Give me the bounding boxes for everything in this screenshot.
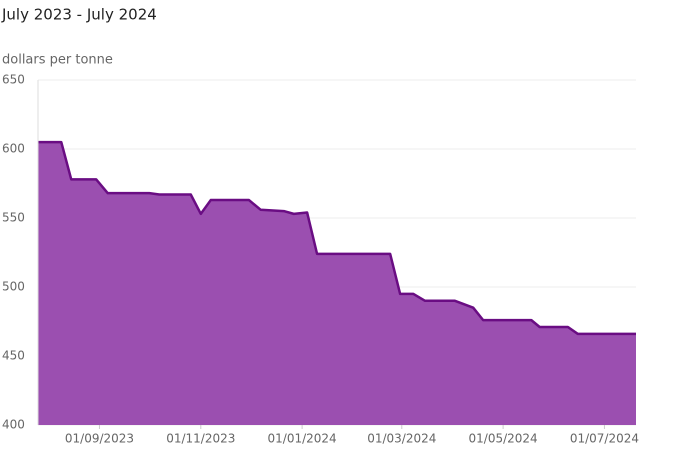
x-tick-label: 01/05/2024 [469, 432, 538, 446]
chart-title: July 2023 - July 2024 [1, 6, 157, 24]
y-tick-label: 650 [2, 73, 25, 87]
y-tick-label: 450 [2, 349, 25, 363]
area-fill [38, 142, 636, 425]
x-tick-label: 01/03/2024 [367, 432, 436, 446]
x-tick-label: 01/07/2024 [570, 432, 639, 446]
y-tick-label: 600 [2, 142, 25, 156]
x-tick-label: 01/11/2023 [166, 432, 235, 446]
y-tick-label: 500 [2, 280, 25, 294]
y-tick-label: 550 [2, 211, 25, 225]
x-tick-label: 01/09/2023 [65, 432, 134, 446]
area-line [38, 140, 636, 336]
x-tick-label: 01/01/2024 [268, 432, 337, 446]
y-axis-label: dollars per tonne [2, 53, 113, 68]
y-tick-label: 400 [2, 418, 25, 432]
